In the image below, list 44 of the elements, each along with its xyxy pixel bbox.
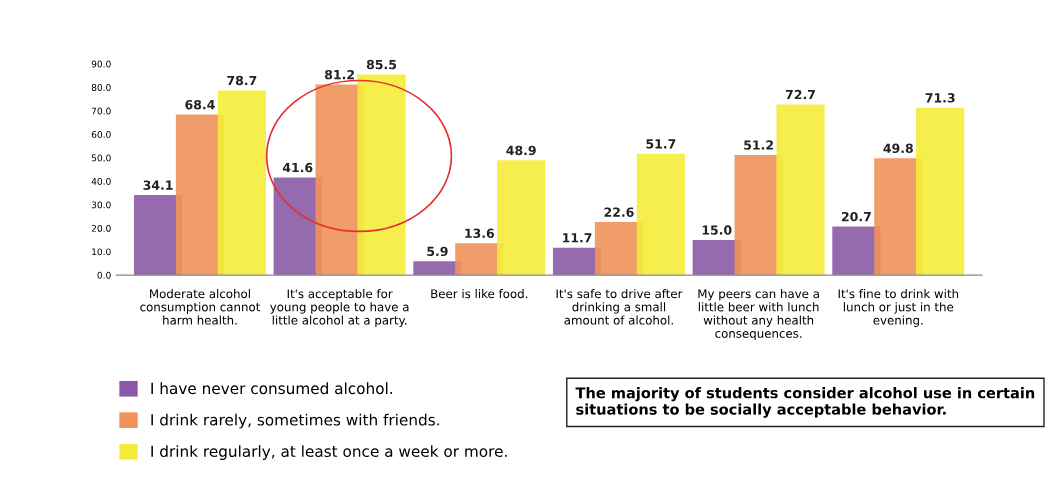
- bar: [497, 160, 546, 276]
- y-tick-label: 40.0: [91, 177, 111, 185]
- data-label: 78.7: [227, 75, 257, 86]
- data-label: 81.2: [324, 69, 354, 80]
- data-label: 51.7: [646, 139, 676, 149]
- x-tick-label: It's safe to drive after drinking a small amount of alcohol.: [556, 289, 683, 325]
- data-label: 71.3: [925, 93, 955, 103]
- x-tick-label: My peers can have a little beer with lunch without any health consequences.: [698, 289, 819, 341]
- bar: [776, 104, 825, 276]
- y-tick-label: 0.0: [97, 271, 111, 279]
- data-label: 72.7: [785, 89, 815, 100]
- legend-label: I drink regularly, at least once a week or more.: [151, 445, 507, 460]
- y-tick-label: 20.0: [91, 224, 111, 232]
- legend-label: I drink rarely, sometimes with friends.: [151, 413, 439, 429]
- data-label: 20.7: [841, 211, 871, 222]
- data-label: 49.8: [883, 143, 913, 154]
- data-label: 48.9: [506, 145, 536, 156]
- bar: [916, 107, 965, 276]
- data-label: 5.9: [427, 246, 448, 257]
- text: The majority of students consider alcohol use in certain situations to be socially acceptable behavior.: [575, 387, 1035, 418]
- y-tick-label: 90.0: [91, 60, 111, 68]
- bar: [636, 153, 685, 276]
- data-label: 41.6: [282, 162, 313, 173]
- x-tick-label: Moderate alcohol consumption cannot harm health.: [140, 289, 261, 325]
- bar: [357, 74, 406, 276]
- x-tick-label: It's acceptable for young people to have a little alcohol at a party.: [270, 289, 409, 327]
- data-label: 68.4: [185, 99, 215, 110]
- y-tick-label: 50.0: [91, 154, 111, 162]
- legend-label: I have never consumed alcohol.: [151, 382, 393, 395]
- data-label: 85.5: [366, 59, 397, 70]
- data-label: 11.7: [563, 233, 592, 243]
- data-label: 34.1: [143, 180, 173, 190]
- data-label: 51.2: [744, 140, 773, 150]
- bar: [217, 90, 266, 276]
- data-label: 15.0: [702, 225, 732, 235]
- y-tick-label: 60.0: [91, 131, 111, 138]
- x-tick-label: It's fine to drink with lunch or just in the evening.: [838, 289, 959, 327]
- y-tick-label: 10.0: [92, 248, 111, 256]
- y-tick-label: 30.0: [91, 201, 111, 209]
- x-tick-label: Beer is like food.: [431, 289, 528, 299]
- data-label: 22.6: [604, 207, 634, 217]
- data-label: 13.6: [465, 228, 495, 239]
- y-tick-label: 70.0: [91, 107, 111, 115]
- y-tick-label: 80.0: [91, 84, 111, 91]
